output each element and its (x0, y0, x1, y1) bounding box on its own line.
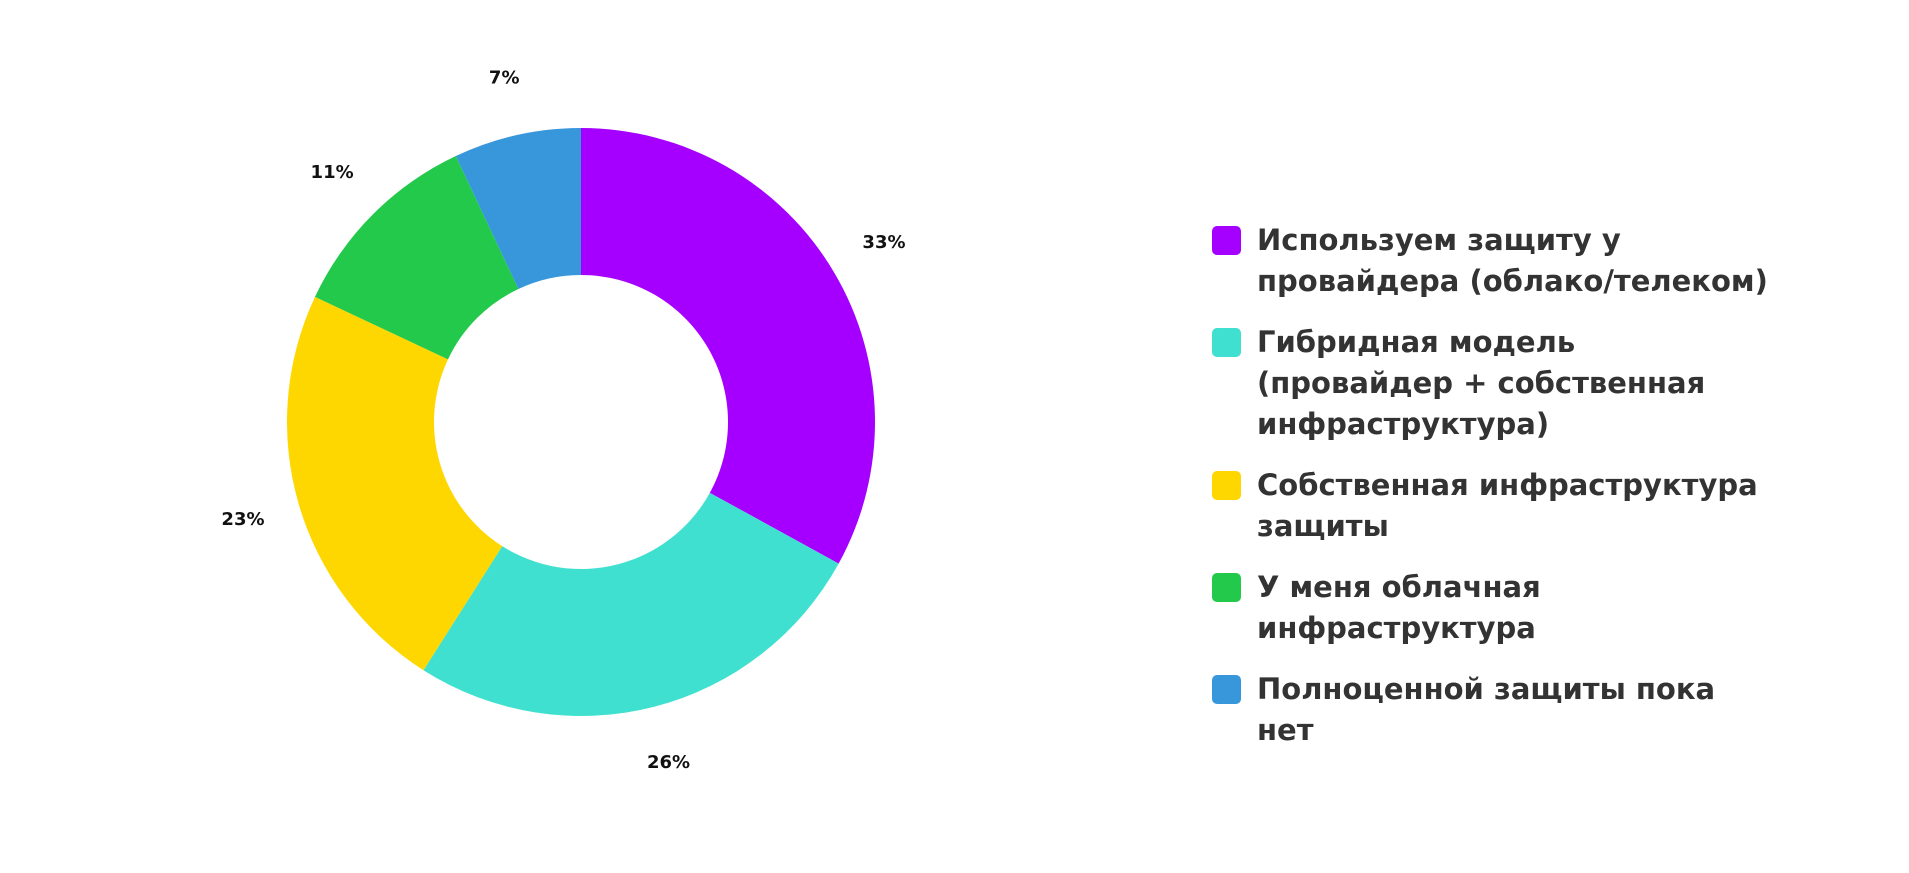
data-label: 26% (647, 752, 690, 773)
legend-item: Используем защиту у провайдера (облако/т… (1212, 220, 1772, 302)
legend-swatch (1212, 675, 1241, 704)
legend-swatch (1212, 328, 1241, 357)
legend-item: У меня облачная инфраструктура (1212, 567, 1772, 649)
legend-swatch (1212, 226, 1241, 255)
donut-slice (286, 296, 503, 671)
legend-item: Гибридная модель (провайдер + собственна… (1212, 322, 1772, 445)
donut-slice (423, 492, 839, 716)
donut-slice (581, 128, 875, 564)
donut-slice (314, 155, 519, 360)
legend-label: Собственная инфраструктура защиты (1257, 468, 1758, 543)
legend-label: Гибридная модель (провайдер + собственна… (1257, 325, 1706, 441)
legend-label: Полноценной защиты пока нет (1257, 672, 1716, 747)
legend-item: Полноценной защиты пока нет (1212, 669, 1772, 751)
data-label: 23% (221, 509, 264, 530)
legend-label: Используем защиту у провайдера (облако/т… (1257, 223, 1768, 298)
donut-slice (455, 128, 581, 289)
data-label: 11% (311, 162, 354, 183)
legend: Используем защиту у провайдера (облако/т… (1212, 220, 1772, 771)
data-label: 7% (489, 67, 520, 88)
legend-swatch (1212, 471, 1241, 500)
legend-swatch (1212, 573, 1241, 602)
data-label: 33% (862, 232, 905, 253)
legend-item: Собственная инфраструктура защиты (1212, 465, 1772, 547)
legend-label: У меня облачная инфраструктура (1257, 570, 1541, 645)
